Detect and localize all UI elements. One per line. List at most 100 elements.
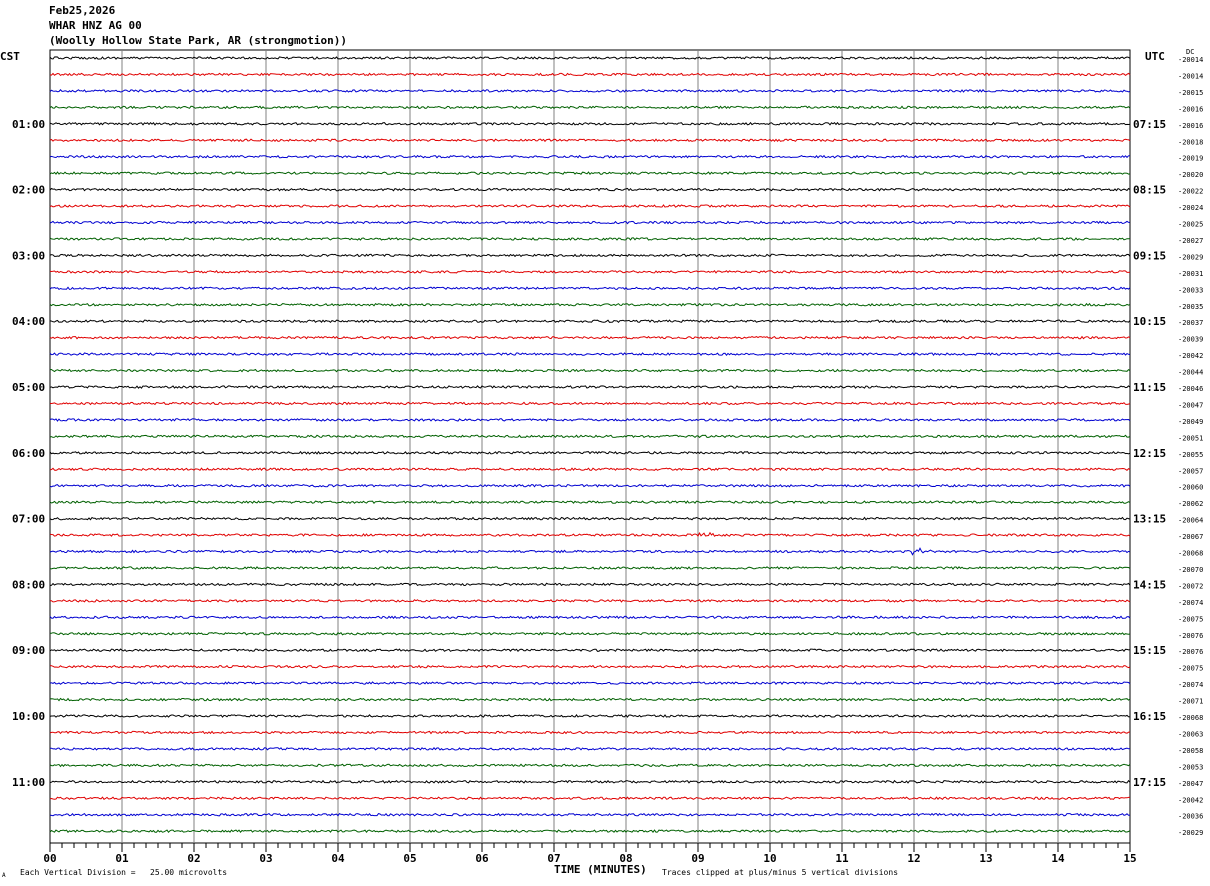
hour-label-right: 07:15 xyxy=(1133,118,1166,131)
seismic-trace xyxy=(49,171,1131,176)
seismic-trace xyxy=(49,779,1131,784)
seismic-trace xyxy=(49,747,1130,751)
dc-offset-label: -20025 xyxy=(1178,221,1203,229)
seismic-trace xyxy=(49,220,1131,225)
dc-offset-label: -20020 xyxy=(1178,171,1203,179)
seismic-trace xyxy=(49,763,1131,768)
hour-label-right: 10:15 xyxy=(1133,315,1166,328)
seismic-trace xyxy=(49,547,1131,556)
hour-label-left: 02:00 xyxy=(12,184,45,197)
hour-label-left: 07:00 xyxy=(12,513,45,526)
seismic-trace xyxy=(49,88,1131,93)
dc-offset-label: -20022 xyxy=(1178,188,1203,196)
dc-offset-label: -20051 xyxy=(1178,434,1203,442)
dc-offset-label: -20016 xyxy=(1178,122,1203,130)
x-tick-label: 06 xyxy=(475,852,489,865)
seismic-trace xyxy=(49,72,1131,77)
x-tick-label: 12 xyxy=(907,852,920,865)
hour-label-left: 08:00 xyxy=(12,578,45,591)
hour-label-right: 13:15 xyxy=(1133,513,1166,526)
x-tick-label: 05 xyxy=(403,852,416,865)
seismic-trace xyxy=(49,352,1131,357)
dc-offset-label: -20047 xyxy=(1178,401,1203,409)
hour-label-left: 01:00 xyxy=(12,118,45,131)
x-tick-label: 08 xyxy=(619,852,632,865)
dc-offset-label: -20044 xyxy=(1178,369,1203,377)
dc-offset-label: -20031 xyxy=(1178,270,1203,278)
dc-offset-label: -20037 xyxy=(1178,319,1203,327)
dc-offset-label: -20014 xyxy=(1178,56,1203,64)
seismic-trace xyxy=(49,829,1131,834)
dc-offset-label: -20018 xyxy=(1178,138,1203,146)
dc-offset-label: -20046 xyxy=(1178,385,1203,393)
hour-label-right: 08:15 xyxy=(1133,184,1166,197)
seismic-trace xyxy=(50,598,1131,603)
seismic-trace xyxy=(49,812,1131,817)
dc-offset-label: -20029 xyxy=(1178,829,1203,837)
seismic-trace xyxy=(49,483,1131,488)
seismic-trace xyxy=(49,237,1130,241)
scale-note: Each Vertical Division = 25.00 microvolt… xyxy=(20,868,228,877)
dc-offset-label: -20075 xyxy=(1178,665,1203,673)
hour-label-left: 09:00 xyxy=(12,644,45,657)
seismic-trace xyxy=(49,335,1131,340)
seismic-trace xyxy=(49,269,1131,274)
x-tick-label: 10 xyxy=(763,852,776,865)
seismic-trace xyxy=(49,467,1131,472)
hour-label-right: 12:15 xyxy=(1133,447,1166,460)
hour-label-left: 05:00 xyxy=(12,381,45,394)
hour-label-right: 15:15 xyxy=(1133,644,1166,657)
hour-label-right: 17:15 xyxy=(1133,776,1166,789)
seismic-trace xyxy=(49,566,1131,570)
seismic-trace xyxy=(49,253,1131,258)
dc-offset-label: -20035 xyxy=(1178,303,1203,311)
seismic-trace xyxy=(49,418,1131,422)
hour-label-left: 04:00 xyxy=(12,315,45,328)
x-tick-label: 15 xyxy=(1123,852,1136,865)
seismic-trace xyxy=(50,631,1131,636)
seismic-trace xyxy=(49,664,1131,669)
seismic-trace xyxy=(49,500,1131,505)
seismic-trace xyxy=(49,56,1131,60)
dc-offset-label: -20039 xyxy=(1178,336,1203,344)
header-location: (Woolly Hollow State Park, AR (strongmot… xyxy=(49,34,348,47)
dc-offset-label: -20024 xyxy=(1178,204,1203,212)
x-axis-title: TIME (MINUTES) xyxy=(554,863,647,876)
hour-label-left: 11:00 xyxy=(12,776,45,789)
dc-offset-label: -20049 xyxy=(1178,418,1203,426)
header-station: WHAR HNZ AG 00 xyxy=(49,19,142,32)
seismic-trace xyxy=(49,531,1131,537)
dc-offset-label: -20015 xyxy=(1178,89,1203,97)
right-timezone-label: UTC xyxy=(1145,50,1165,63)
x-tick-label: 03 xyxy=(259,852,272,865)
dc-offset-label: -20029 xyxy=(1178,253,1203,261)
dc-offset-label: -20062 xyxy=(1178,500,1203,508)
hour-label-right: 09:15 xyxy=(1133,249,1166,262)
left-timezone-label: CST xyxy=(0,50,20,63)
dc-offset-label: -20071 xyxy=(1178,698,1203,706)
dc-offset-label: -20019 xyxy=(1178,155,1203,163)
dc-offset-label: -20070 xyxy=(1178,566,1203,574)
hour-label-left: 10:00 xyxy=(12,710,45,723)
dc-offset-label: -20068 xyxy=(1178,550,1203,558)
seismic-trace xyxy=(50,401,1131,406)
dc-offset-label: -20036 xyxy=(1178,813,1203,821)
hour-label-right: 11:15 xyxy=(1133,381,1166,394)
hour-label-right: 14:15 xyxy=(1133,578,1166,591)
x-tick-label: 14 xyxy=(1051,852,1065,865)
dc-offset-label: -20076 xyxy=(1178,632,1203,640)
seismic-trace xyxy=(49,302,1131,307)
seismic-trace xyxy=(49,154,1131,159)
x-tick-label: 02 xyxy=(187,852,200,865)
seismic-trace xyxy=(49,434,1131,439)
dc-offset-label: -20076 xyxy=(1178,648,1203,656)
corner-mark: A xyxy=(2,872,6,879)
dc-offset-label: -20042 xyxy=(1178,352,1203,360)
x-tick-label: 07 xyxy=(547,852,560,865)
seismic-trace xyxy=(49,697,1131,702)
dc-offset-label: -20053 xyxy=(1178,763,1203,771)
seismic-trace xyxy=(49,187,1131,192)
dc-offset-label: -20042 xyxy=(1178,796,1203,804)
dc-offset-label: -20063 xyxy=(1178,730,1203,738)
